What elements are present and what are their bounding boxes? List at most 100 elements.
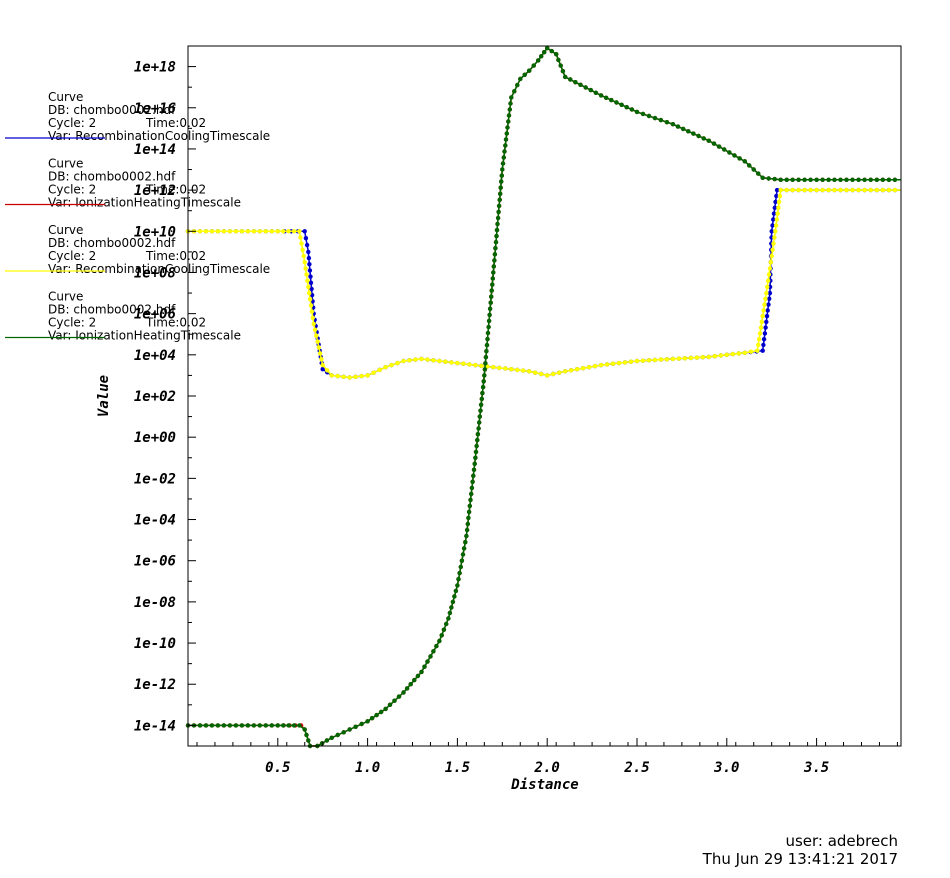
legend-db: DB: chombo0002.hdf: [48, 303, 176, 317]
series-point: [383, 706, 388, 712]
series-point: [766, 272, 772, 277]
series-point: [221, 229, 227, 234]
series-point: [489, 294, 494, 299]
series-point: [664, 357, 670, 362]
series-point: [771, 211, 777, 216]
series-point: [307, 290, 312, 296]
y-tick-label: 1e+18: [134, 60, 176, 76]
series-point: [556, 57, 561, 63]
series-point: [487, 312, 492, 318]
series-point: [874, 187, 879, 193]
series-point: [756, 342, 761, 348]
series-point: [609, 97, 614, 103]
series-point: [415, 673, 421, 679]
series-point: [886, 177, 892, 182]
series-point: [489, 288, 494, 293]
series-point: [778, 177, 783, 182]
series-point: [291, 723, 297, 728]
series-point: [263, 723, 268, 728]
series-point: [539, 54, 544, 59]
series-point: [377, 367, 382, 373]
series-point: [413, 357, 418, 362]
series-point: [619, 102, 624, 108]
y-tick-label: 1e+00: [134, 430, 176, 446]
series-point: [359, 373, 364, 379]
series-point: [691, 131, 696, 136]
series-point: [701, 136, 706, 141]
legend-var: Var: RecombinationCoolingTimescale: [48, 129, 270, 143]
series-point: [711, 141, 717, 146]
series-point: [492, 252, 498, 257]
series-point: [774, 217, 779, 222]
series-point: [820, 187, 825, 193]
series-point: [773, 223, 779, 228]
series-point: [286, 723, 291, 728]
series-point: [862, 177, 867, 182]
series-point: [482, 373, 487, 378]
series-point: [297, 229, 302, 234]
series-point: [761, 308, 766, 313]
series-point: [820, 177, 825, 182]
series-point: [629, 107, 635, 112]
series-point: [773, 199, 778, 205]
series-point: [491, 365, 496, 370]
legend-cycle: Cycle: 2: [48, 316, 96, 330]
series-1: [185, 45, 901, 749]
series-point: [761, 342, 766, 348]
series-point: [320, 362, 325, 368]
footer-timestamp: Thu Jun 29 13:41:21 2017: [702, 850, 898, 868]
series-point: [767, 290, 773, 296]
series-point: [856, 177, 861, 182]
legend-cycle: Cycle: 2: [48, 249, 96, 263]
series-point: [628, 359, 634, 364]
series-point: [686, 129, 691, 134]
series-point: [233, 723, 239, 728]
series-point: [574, 367, 580, 372]
y-tick-label: 1e-02: [134, 471, 176, 487]
series-point: [197, 723, 203, 728]
series-point: [471, 467, 477, 472]
y-axis-label: Value: [96, 375, 112, 417]
series-point: [736, 351, 741, 356]
series-point: [431, 358, 436, 363]
series-point: [291, 229, 297, 234]
series-point: [826, 177, 831, 182]
series-point: [716, 144, 722, 149]
x-tick-label: 0.5: [265, 760, 290, 776]
series-point: [304, 732, 309, 738]
series-point: [682, 356, 688, 361]
series-point: [475, 437, 480, 443]
series-point: [457, 570, 462, 576]
series-point: [263, 229, 268, 234]
series-point: [479, 363, 484, 368]
series-point: [300, 247, 305, 252]
series-point: [485, 364, 490, 369]
series-point: [302, 229, 307, 234]
series-point: [466, 509, 472, 515]
series-point: [765, 308, 770, 313]
series-point: [712, 354, 717, 359]
series-point: [593, 90, 599, 96]
series-point: [770, 223, 775, 228]
series-point: [737, 156, 742, 161]
series-point: [765, 278, 771, 283]
series-point: [428, 654, 433, 659]
series-point: [681, 126, 686, 132]
series-point: [387, 702, 393, 707]
series-point: [197, 229, 203, 234]
series-point: [558, 63, 563, 68]
series-point: [407, 358, 412, 363]
series-point: [473, 449, 479, 455]
series-point: [239, 723, 245, 728]
series-point: [688, 355, 694, 361]
series-point: [314, 333, 319, 338]
legend-var: Var: RecombinationCoolingTimescale: [48, 262, 270, 276]
y-tick-label: 1e+04: [134, 348, 176, 364]
series-point: [507, 107, 512, 112]
series-point: [700, 355, 705, 360]
series-point: [772, 176, 777, 182]
series-point: [545, 373, 550, 378]
series-point: [319, 741, 325, 746]
y-tick-label: 1e+12: [134, 183, 176, 199]
